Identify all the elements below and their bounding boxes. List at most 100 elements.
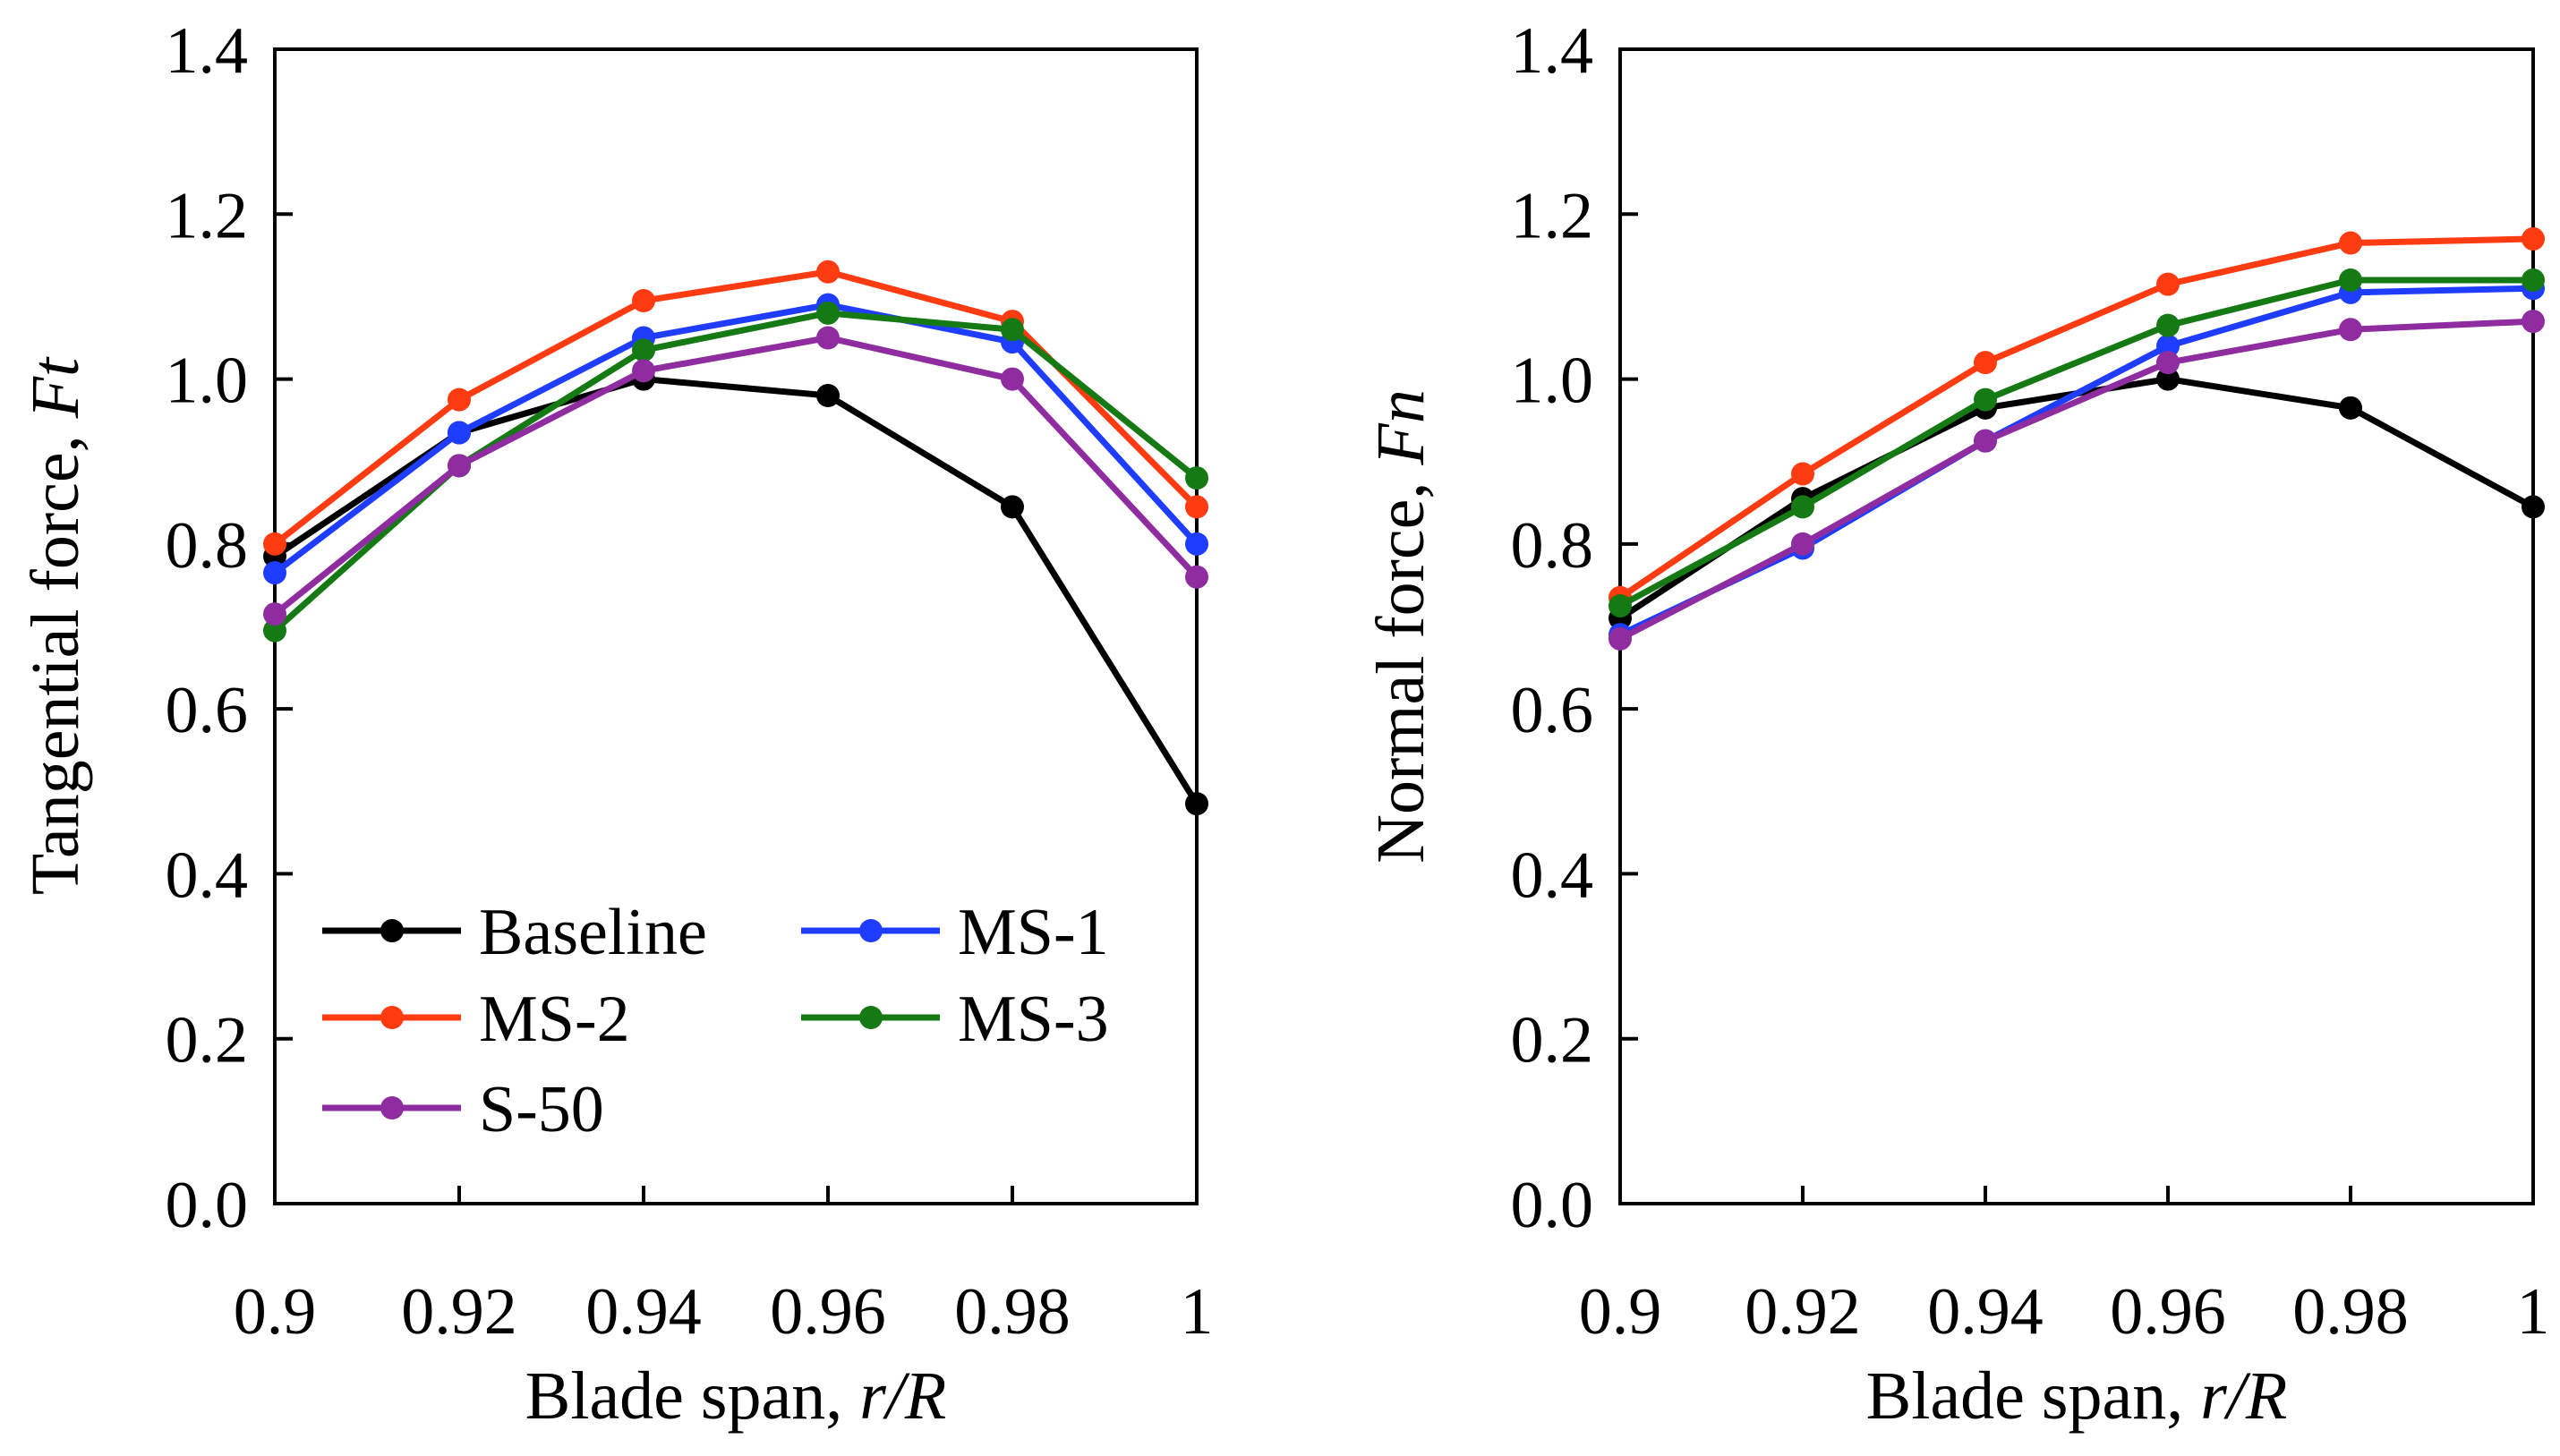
legend-marker [380,1006,404,1029]
chart-normal-force: 0.0 0.2 0.4 0.6 0.8 1.0 1.2 1.4 0.9 0.92 0.94 0.96 0… [1363,14,2550,1434]
legend-marker [380,1096,404,1120]
series-baseline [1609,367,2545,630]
data-point-baseline [1185,792,1208,816]
y-tick-label: 0.4 [166,839,249,912]
x-tick-label: 0.9 [1579,1275,1662,1349]
data-point-ms-3 [1609,593,1632,617]
x-tick-label: 0.98 [954,1275,1071,1349]
y-tick-label: 0.8 [166,509,249,583]
legend-label: S-50 [479,1073,604,1146]
y-tick-label: 0.2 [166,1004,249,1077]
data-point-ms-2 [2156,272,2180,296]
data-point-s-50 [2522,310,2545,334]
legend-marker [859,919,883,942]
data-point-ms-3 [2339,268,2362,292]
x-tick-label: 0.96 [770,1275,886,1349]
x-tick-label: 0.94 [1927,1275,2044,1349]
data-point-baseline [2339,396,2362,420]
data-point-s-50 [2156,351,2180,375]
y-tick-label: 0.2 [1511,1004,1594,1077]
series-line-ms-1 [272,302,1199,575]
y-tick-label: 0.6 [166,674,249,747]
data-point-ms-3 [816,301,840,325]
data-point-ms-1 [1185,532,1208,556]
legend-label: MS-3 [958,983,1109,1056]
data-point-ms-2 [1974,351,1997,375]
data-point-s-50 [1185,565,1208,589]
data-point-s-50 [1791,532,1814,556]
data-point-ms-2 [1185,495,1208,519]
series-ms-1 [1609,277,2545,647]
series-line-baseline [273,376,1199,805]
data-point-baseline [2522,495,2545,519]
y-tick-label: 1.0 [1511,345,1594,418]
plot-frame [1618,47,2535,1205]
series-s-50 [1609,310,2545,651]
y-tick-label: 0.0 [1511,1169,1594,1242]
data-point-baseline [1001,495,1024,519]
x-tick-label: 0.96 [2110,1275,2226,1349]
data-point-ms-3 [1185,466,1208,490]
y-tick-label: 0.8 [1511,509,1594,583]
series-line-baseline [1618,376,2535,621]
y-tick-label: 0.6 [1511,674,1594,747]
y-tick-label: 1.4 [166,14,249,88]
data-point-ms-3 [1001,318,1024,342]
legend-item-baseline: Baseline [322,896,707,969]
x-tick-label: 0.94 [585,1275,702,1349]
data-point-baseline [2156,367,2180,391]
data-point-ms-2 [632,289,655,313]
data-point-s-50 [1974,429,1997,453]
data-point-ms-1 [448,421,471,445]
data-point-s-50 [1001,367,1024,391]
series-line-ms-3 [1618,277,2533,609]
data-point-baseline [816,384,840,407]
y-tick-label: 1.0 [166,345,249,418]
series-ms-2 [1609,226,2545,609]
y-axis-label: Tangential force, Ft [18,356,93,895]
series-line-ms-2 [1618,235,2534,600]
x-axis-label: Blade span, r/R [525,1358,947,1434]
data-point-s-50 [2339,318,2362,342]
x-tick-label: 0.9 [234,1275,317,1349]
y-tick-label: 0.4 [1511,839,1594,912]
data-point-ms-3 [1974,387,1997,412]
x-axis-label: Blade span, r/R [1866,1358,2288,1434]
data-point-ms-3 [2156,313,2180,337]
series-line-ms-1 [1618,285,2534,638]
legend-label: Baseline [479,896,707,969]
data-point-ms-3 [2522,268,2545,292]
x-tick-label: 1 [1181,1275,1214,1349]
data-point-ms-1 [263,561,286,585]
series-s-50 [263,326,1208,626]
x-tick-label: 0.92 [401,1275,517,1349]
data-point-ms-3 [632,338,655,362]
x-tick-label: 0.92 [1745,1275,1861,1349]
data-point-s-50 [263,602,286,626]
y-tick-label: 1.2 [1511,179,1594,252]
x-tick-label: 1 [2517,1275,2550,1349]
data-point-ms-2 [2339,231,2362,255]
legend-item-ms-3: MS-3 [801,983,1109,1056]
y-axis-label: Normal force, Fn [1363,389,1438,864]
data-point-s-50 [448,454,471,478]
data-point-ms-1 [2156,334,2180,358]
legend-label: MS-2 [479,983,630,1056]
data-point-ms-2 [816,260,840,284]
series-ms-3 [1609,268,2545,617]
legend-marker [380,919,404,942]
series-line-s-50 [272,335,1199,617]
y-tick-label: 1.4 [1511,14,1594,88]
data-point-ms-3 [1791,495,1814,519]
legend-label: MS-1 [958,896,1109,969]
legend-item-s-50: S-50 [322,1073,604,1146]
y-tick-label: 0.0 [166,1169,249,1242]
legend-item-ms-2: MS-2 [322,983,630,1056]
chart-tangential-force: 0.0 0.2 0.4 0.6 0.8 1.0 1.2 1.4 0.9 0.92 0.94 0.96 0… [18,14,1214,1434]
legend: Baseline MS-1 MS-2 MS-3 S-50 [322,896,1109,1146]
y-tick-label: 1.2 [166,179,249,252]
data-point-s-50 [632,359,655,383]
data-point-ms-2 [2522,226,2545,251]
legend-marker [859,1006,883,1029]
